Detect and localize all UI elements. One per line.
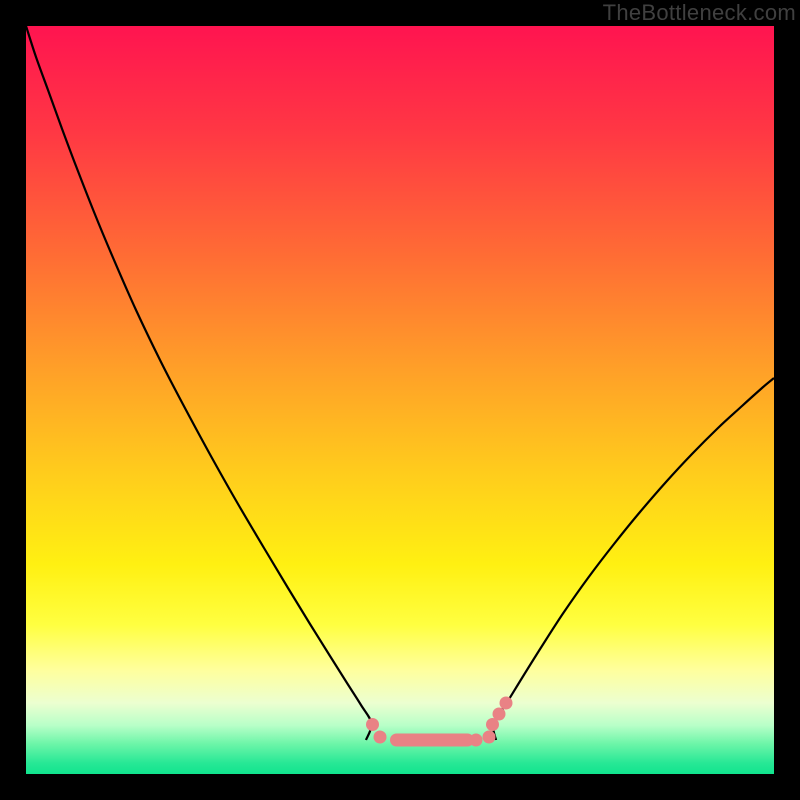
right-curve	[493, 378, 774, 740]
marker-bead	[483, 731, 496, 744]
marker-bead	[366, 718, 379, 731]
marker-bead	[500, 697, 513, 710]
marker-pill	[390, 734, 474, 747]
marker-bead	[493, 708, 506, 721]
marker-bead	[470, 734, 483, 747]
marker-bead	[374, 731, 387, 744]
curves-layer	[26, 26, 774, 774]
attribution-text: TheBottleneck.com	[603, 0, 796, 26]
plot-area	[26, 26, 774, 774]
left-curve	[26, 26, 372, 740]
markers-group	[366, 697, 513, 747]
